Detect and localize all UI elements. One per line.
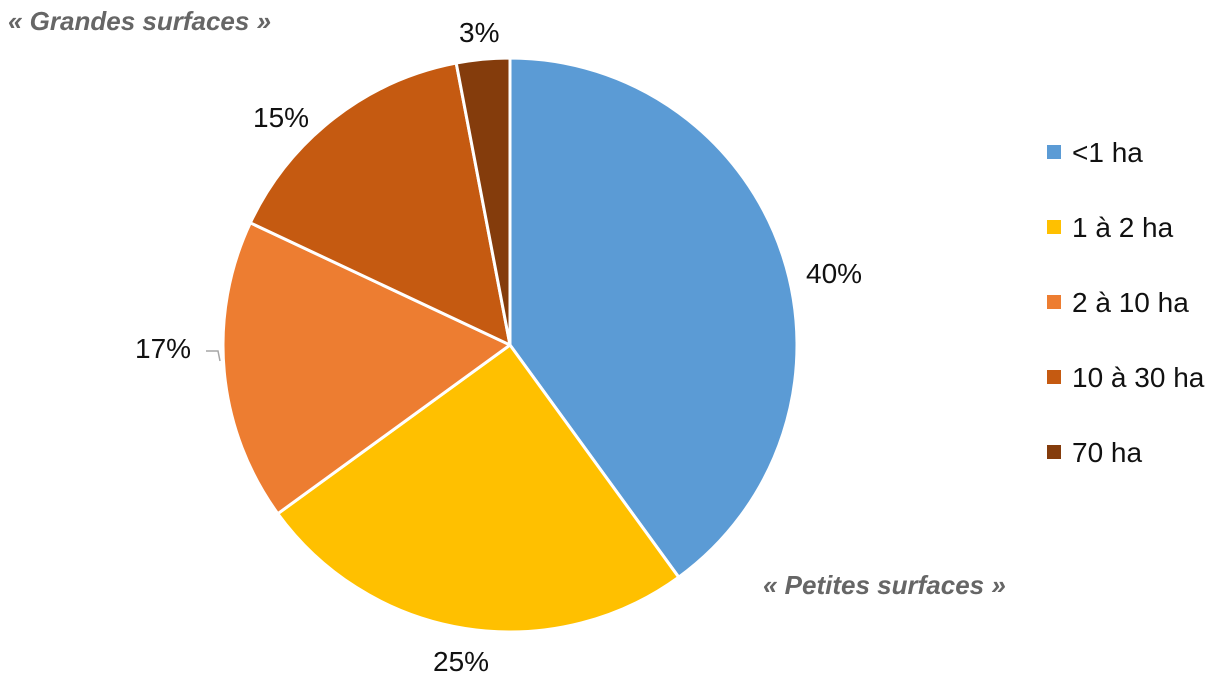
data-label-15: 15% [253,102,309,133]
annotation-petites-surfaces: « Petites surfaces » [763,570,1006,600]
slice-lt1ha [508,56,799,579]
data-label-3: 3% [459,17,499,48]
leader-line-17pct [206,350,221,362]
legend-label-10-30ha: 10 à 30 ha [1072,362,1205,393]
legend-swatch-2-10ha [1047,295,1061,309]
legend-label-2-10ha: 2 à 10 ha [1072,287,1189,318]
legend: <1 ha 1 à 2 ha 2 à 10 ha 10 à 30 ha 70 h… [1047,137,1205,468]
slice-10-30ha [248,61,512,347]
data-label-25: 25% [433,646,489,676]
legend-label-lt1ha: <1 ha [1072,137,1143,168]
data-label-17: 17% [135,333,191,364]
legend-swatch-lt1ha [1047,145,1061,159]
legend-swatch-10-30ha [1047,370,1061,384]
annotation-grandes-surfaces: « Grandes surfaces » [8,6,271,36]
legend-label-1-2ha: 1 à 2 ha [1072,212,1174,243]
data-label-40: 40% [806,258,862,289]
legend-label-70ha: 70 ha [1072,437,1142,468]
pie-slices [221,56,799,634]
legend-swatch-1-2ha [1047,220,1061,234]
slice-1-2ha [276,343,681,634]
slice-70ha [454,56,512,347]
legend-swatch-70ha [1047,445,1061,459]
slice-2-10ha [221,221,512,516]
